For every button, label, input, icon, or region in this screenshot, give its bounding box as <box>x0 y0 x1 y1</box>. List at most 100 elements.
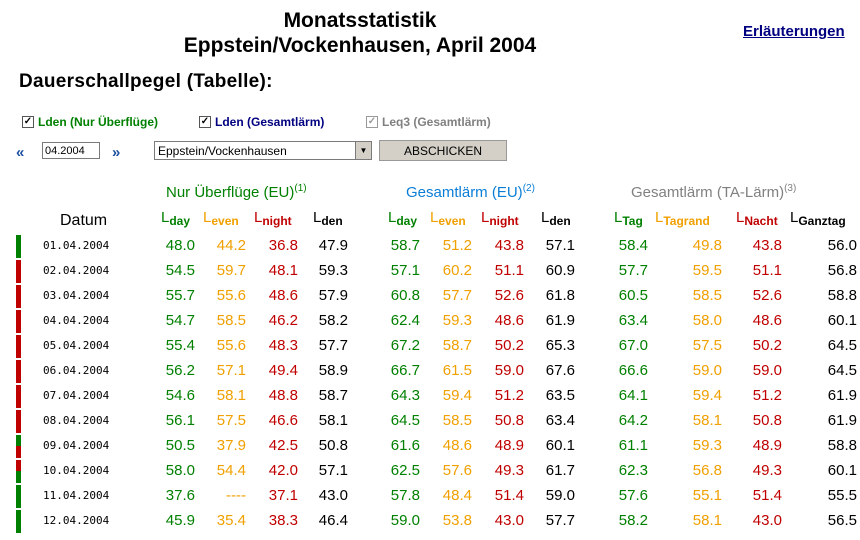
table-row: 12.04.2004 45.9 35.4 38.3 46.4 59.0 53.8 43.0 57… <box>0 510 860 535</box>
cell-value: 62.3 <box>618 462 648 479</box>
table-row: 07.04.2004 54.6 58.1 48.8 58.7 64.3 59.4 51.2 63… <box>0 385 860 410</box>
cell-value: 61.7 <box>545 462 575 479</box>
cell-value: 54.5 <box>165 262 195 279</box>
status-bar <box>16 285 21 308</box>
cell-value: 50.2 <box>494 337 524 354</box>
cell-value: 59.5 <box>692 262 722 279</box>
cell-value: 61.8 <box>545 287 575 304</box>
cell-value: 60.2 <box>442 262 472 279</box>
checkbox-lden-total[interactable]: ✓ Lden (Gesamtlärm) <box>199 115 324 129</box>
cell-value: 58.7 <box>442 337 472 354</box>
cell-value: 45.9 <box>165 512 195 529</box>
cell-value: 48.3 <box>268 337 298 354</box>
cell-value: 57.7 <box>545 512 575 529</box>
cell-value: 58.2 <box>318 312 348 329</box>
chevron-down-icon[interactable]: ▼ <box>355 142 371 159</box>
cell-value: 50.8 <box>752 412 782 429</box>
cell-value: ---- <box>226 487 246 504</box>
row-date: 10.04.2004 <box>43 464 110 477</box>
column-header-den: Lden <box>541 209 571 228</box>
cell-value: 55.6 <box>216 287 246 304</box>
cell-value: 60.8 <box>390 287 420 304</box>
cell-value: 57.6 <box>618 487 648 504</box>
column-header-datum: Datum <box>60 212 108 229</box>
column-header-tag: LTag <box>614 209 643 228</box>
cell-value: 60.9 <box>545 262 575 279</box>
cell-value: 37.6 <box>165 487 195 504</box>
cell-value: 58.7 <box>390 237 420 254</box>
checkbox-label: Lden (Nur Überflüge) <box>38 115 158 129</box>
cell-value: 64.3 <box>390 387 420 404</box>
cell-value: 47.9 <box>318 237 348 254</box>
cell-value: 43.0 <box>494 512 524 529</box>
checkbox-lden-overflights[interactable]: ✓ Lden (Nur Überflüge) <box>22 115 158 129</box>
status-bar <box>16 360 21 383</box>
cell-value: 46.6 <box>268 412 298 429</box>
group-header-total-ta: Gesamtlärm (TA-Lärm)(3) <box>631 183 797 201</box>
cell-value: 49.4 <box>268 362 298 379</box>
help-link[interactable]: Erläuterungen <box>743 23 845 40</box>
cell-value: 48.1 <box>268 262 298 279</box>
cell-value: 50.2 <box>752 337 782 354</box>
cell-value: 56.2 <box>165 362 195 379</box>
cell-value: 51.2 <box>442 237 472 254</box>
cell-value: 59.7 <box>216 262 246 279</box>
cell-value: 64.5 <box>390 412 420 429</box>
cell-value: 58.4 <box>618 237 648 254</box>
cell-value: 61.9 <box>827 387 857 404</box>
cell-value: 50.8 <box>494 412 524 429</box>
cell-value: 57.1 <box>318 462 348 479</box>
cell-value: 52.6 <box>752 287 782 304</box>
cell-value: 58.7 <box>318 387 348 404</box>
table-row: 08.04.2004 56.1 57.5 46.6 58.1 64.5 58.5 50.8 63… <box>0 410 860 435</box>
cell-value: 49.8 <box>692 237 722 254</box>
checkbox-label: Lden (Gesamtlärm) <box>215 115 325 129</box>
cell-value: 35.4 <box>216 512 246 529</box>
location-select[interactable]: Eppstein/Vockenhausen ▼ <box>154 141 372 160</box>
row-date: 12.04.2004 <box>43 514 110 527</box>
cell-value: 59.0 <box>494 362 524 379</box>
cell-value: 52.6 <box>494 287 524 304</box>
checkmark-icon[interactable]: ✓ <box>22 116 34 128</box>
column-header-tagrand: LTagrand <box>655 209 710 228</box>
column-header-day: Lday <box>161 209 191 228</box>
table-row: 03.04.2004 55.7 55.6 48.6 57.9 60.8 57.7 52.6 61… <box>0 285 860 310</box>
status-bar <box>16 335 21 358</box>
cell-value: 56.8 <box>692 462 722 479</box>
status-bar <box>16 410 21 433</box>
row-date: 03.04.2004 <box>43 289 110 302</box>
cell-value: 57.6 <box>442 462 472 479</box>
cell-value: 56.1 <box>165 412 195 429</box>
group-header-total-eu: Gesamtlärm (EU)(2) <box>406 183 535 201</box>
cell-value: 48.4 <box>442 487 472 504</box>
cell-value: 55.4 <box>165 337 195 354</box>
page-title-line1: Monatsstatistik <box>283 9 437 32</box>
cell-value: 58.1 <box>692 512 722 529</box>
cell-value: 53.8 <box>442 512 472 529</box>
cell-value: 58.0 <box>692 312 722 329</box>
checkbox-leq3-total[interactable]: ✓ Leq3 (Gesamtlärm) <box>366 115 491 129</box>
column-header-den: Lden <box>313 209 343 228</box>
cell-value: 46.2 <box>268 312 298 329</box>
cell-value: 57.5 <box>216 412 246 429</box>
cell-value: 48.8 <box>268 387 298 404</box>
row-date: 04.04.2004 <box>43 314 110 327</box>
cell-value: 55.7 <box>165 287 195 304</box>
double-chevron-right-icon[interactable]: » <box>112 144 121 161</box>
checkmark-icon[interactable]: ✓ <box>199 116 211 128</box>
cell-value: 51.1 <box>494 262 524 279</box>
cell-value: 59.3 <box>442 312 472 329</box>
cell-value: 42.0 <box>268 462 298 479</box>
cell-value: 65.3 <box>545 337 575 354</box>
month-input[interactable] <box>42 142 100 159</box>
cell-value: 58.5 <box>692 287 722 304</box>
cell-value: 37.9 <box>216 437 246 454</box>
cell-value: 57.7 <box>442 287 472 304</box>
cell-value: 58.5 <box>216 312 246 329</box>
cell-value: 64.5 <box>827 337 857 354</box>
cell-value: 55.5 <box>827 487 857 504</box>
cell-value: 54.6 <box>165 387 195 404</box>
double-chevron-left-icon[interactable]: « <box>16 144 25 161</box>
submit-button[interactable]: ABSCHICKEN <box>379 140 507 161</box>
checkmark-icon[interactable]: ✓ <box>366 116 378 128</box>
